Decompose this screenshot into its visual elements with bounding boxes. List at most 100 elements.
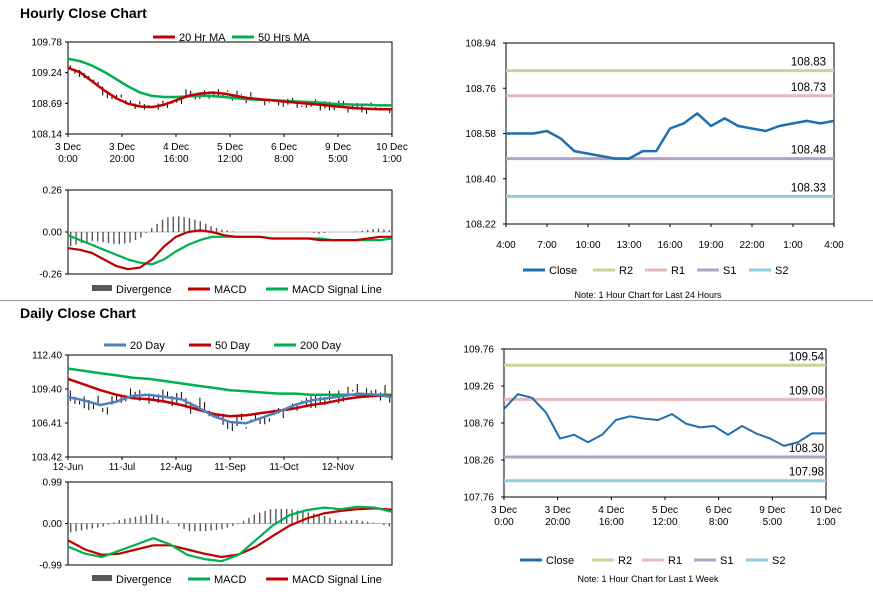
hourly-levels-y-tick-label: 108.22 — [465, 220, 496, 231]
daily-level-s1-label: 108.30 — [789, 443, 824, 455]
hourly-levels-x-tick-label: 13:00 — [616, 240, 641, 251]
hourly-price-x-tick-label: 3 Dec — [55, 142, 81, 153]
daily-levels-legend-s1-label: S1 — [720, 555, 733, 567]
daily-legend-200day-label: 200 Day — [300, 340, 341, 352]
daily-levels-y-tick-label: 107.76 — [463, 493, 494, 504]
daily-levels-legend-r2-label: R2 — [618, 555, 632, 567]
daily-price-x-tick-label: 11-Sep — [214, 462, 246, 473]
daily-price-y-tick-label: 112.40 — [32, 351, 62, 362]
hourly-price-y-tick-label: 109.78 — [31, 38, 62, 49]
daily-legend-divergence-label: Divergence — [116, 574, 172, 586]
daily-levels-y-tick-label: 109.76 — [463, 345, 494, 356]
hourly-macd-line — [67, 229, 392, 271]
daily-200day-line — [67, 367, 392, 397]
hourly-20hr-ma-line — [67, 66, 392, 111]
hourly-legend-divergence-swatch — [92, 285, 112, 291]
hourly-macd-y-tick-label: -0.26 — [39, 270, 62, 281]
daily-macd-y-tick-label: 0.99 — [43, 478, 63, 489]
daily-macd-y-tick-label: -0.99 — [39, 561, 62, 572]
hourly-price-x-tick-label: 16:00 — [163, 154, 188, 165]
daily-levels-x-tick-label: 8:00 — [709, 517, 729, 528]
hourly-level-r1-label: 108.73 — [791, 82, 826, 94]
hourly-price-x-tick-label: 5:00 — [328, 154, 348, 165]
daily-levels-x-tick-label: 3 Dec — [545, 505, 571, 516]
hourly-legend-50hrs-ma-label: 50 Hrs MA — [258, 32, 311, 44]
daily-levels-legend-close-label: Close — [546, 555, 574, 567]
hourly-levels-legend-r2-label: R2 — [619, 265, 633, 277]
daily-levels-y-tick-label: 108.26 — [463, 456, 494, 467]
daily-levels-x-tick-label: 3 Dec — [491, 505, 517, 516]
hourly-price-x-tick-label: 10 Dec — [376, 142, 408, 153]
daily-macd-signal-line — [67, 507, 393, 559]
daily-levels-legend-s2-label: S2 — [772, 555, 785, 567]
hourly-price-x-tick-label: 4 Dec — [163, 142, 189, 153]
hourly-price-y-tick-label: 108.69 — [31, 99, 62, 110]
daily-level-s2-label: 107.98 — [789, 467, 824, 479]
hourly-levels-y-tick-label: 108.76 — [465, 84, 496, 95]
hourly-legend-divergence-label: Divergence — [116, 284, 172, 296]
daily-price-x-tick-label: 12-Jun — [53, 462, 84, 473]
daily-levels-x-tick-label: 5 Dec — [652, 505, 678, 516]
daily-levels-x-tick-label: 20:00 — [545, 517, 570, 528]
daily-price-frame — [67, 354, 393, 458]
hourly-levels-y-tick-label: 108.58 — [465, 129, 496, 140]
daily-price-x-tick-label: 11-Oct — [269, 462, 298, 473]
hourly-level-r2-label: 108.83 — [791, 57, 826, 69]
hourly-levels-legend-close-label: Close — [549, 265, 577, 277]
daily-level-r2-label: 109.54 — [789, 351, 825, 363]
hourly-close-line — [506, 112, 835, 160]
hourly-price-x-tick-label: 3 Dec — [109, 142, 135, 153]
hourly-levels-x-tick-label: 4:00 — [824, 240, 844, 251]
hourly-macd-y-tick-label: 0.00 — [43, 228, 63, 239]
daily-50day-line — [67, 377, 392, 418]
daily-levels-x-tick-label: 1:00 — [816, 517, 836, 528]
daily-legend-macd-signal-label: MACD Signal Line — [292, 574, 382, 586]
daily-levels-x-tick-label: 4 Dec — [598, 505, 624, 516]
daily-levels-x-tick-label: 10 Dec — [810, 505, 842, 516]
daily-20day-line — [67, 392, 393, 425]
daily-levels-x-tick-label: 5:00 — [763, 517, 783, 528]
daily-legend-macd-label: MACD — [214, 574, 246, 586]
daily-macd-y-tick-label: 0.00 — [43, 519, 63, 530]
daily-legend-divergence-swatch — [92, 575, 112, 581]
daily-price-x-tick-label: 12-Aug — [160, 462, 192, 473]
hourly-section-title: Hourly Close Chart — [20, 5, 147, 21]
hourly-price-x-tick-label: 9 Dec — [325, 142, 351, 153]
hourly-levels-x-tick-label: 16:00 — [657, 240, 682, 251]
hourly-legend-macd-label: MACD — [214, 284, 246, 296]
hourly-levels-y-tick-label: 108.94 — [465, 39, 496, 50]
hourly-price-x-tick-label: 6 Dec — [271, 142, 297, 153]
daily-levels-x-tick-label: 6 Dec — [706, 505, 732, 516]
daily-close-line — [503, 393, 826, 447]
hourly-levels-legend-s2-label: S2 — [775, 265, 788, 277]
daily-price-x-tick-label: 11-Jul — [109, 462, 136, 473]
hourly-50hrs-ma-line — [67, 57, 392, 107]
hourly-price-x-tick-label: 20:00 — [109, 154, 134, 165]
hourly-levels-x-tick-label: 1:00 — [783, 240, 803, 251]
hourly-price-y-tick-label: 109.24 — [31, 68, 62, 79]
section-divider — [0, 300, 873, 301]
hourly-levels-x-tick-label: 4:00 — [496, 240, 516, 251]
daily-levels-x-tick-label: 0:00 — [494, 517, 514, 528]
daily-levels-legend-r1-label: R1 — [668, 555, 682, 567]
hourly-levels-note: Note: 1 Hour Chart for Last 24 Hours — [574, 290, 722, 300]
daily-legend-50day-label: 50 Day — [215, 340, 250, 352]
daily-section-title: Daily Close Chart — [20, 305, 136, 321]
hourly-level-s2-label: 108.33 — [791, 182, 826, 194]
hourly-levels-legend-r1-label: R1 — [671, 265, 685, 277]
daily-levels-x-tick-label: 9 Dec — [759, 505, 785, 516]
hourly-levels-x-tick-label: 19:00 — [698, 240, 723, 251]
hourly-level-s1-label: 108.48 — [791, 145, 826, 157]
hourly-price-x-tick-label: 1:00 — [382, 154, 402, 165]
hourly-levels-x-tick-label: 22:00 — [739, 240, 764, 251]
daily-levels-y-tick-label: 108.76 — [463, 419, 494, 430]
daily-price-y-tick-label: 103.42 — [31, 453, 62, 464]
hourly-levels-x-tick-label: 10:00 — [575, 240, 600, 251]
hourly-legend-macd-signal-label: MACD Signal Line — [292, 284, 382, 296]
daily-levels-note: Note: 1 Hour Chart for Last 1 Week — [578, 574, 719, 584]
hourly-levels-y-tick-label: 108.40 — [465, 174, 496, 185]
daily-levels-x-tick-label: 16:00 — [599, 517, 624, 528]
hourly-price-y-tick-label: 108.14 — [31, 130, 62, 141]
hourly-price-x-tick-label: 0:00 — [58, 154, 78, 165]
daily-price-y-tick-label: 106.41 — [31, 419, 62, 430]
